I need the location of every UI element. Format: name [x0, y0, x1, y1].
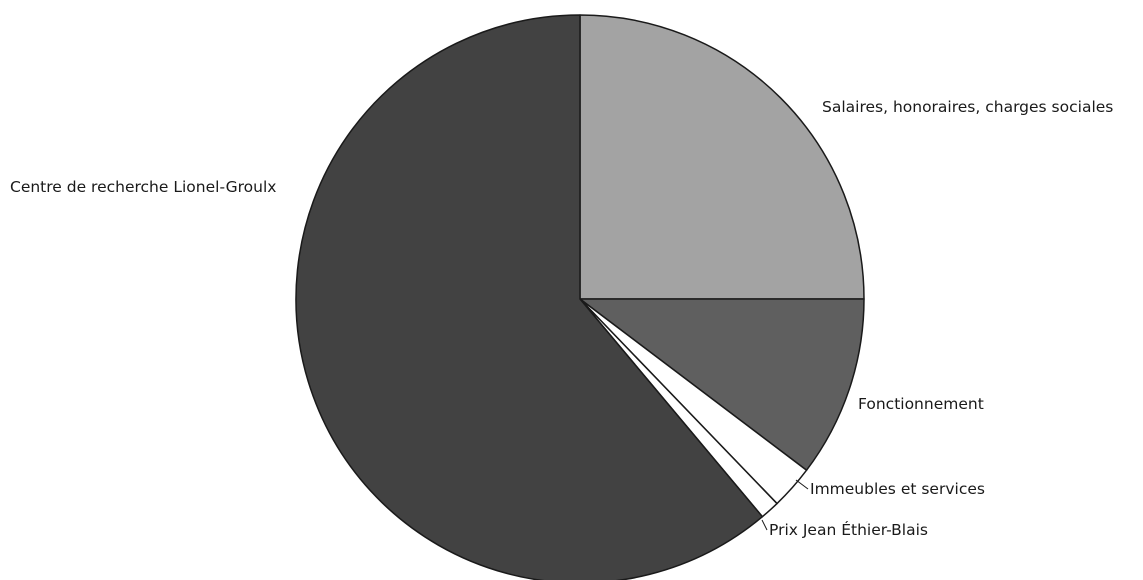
pie-leader-lines	[761, 479, 809, 531]
pie-slice-salaires-honoraires-charges-sociales	[579, 14, 865, 300]
leader-line-immeubles-et-services	[795, 479, 809, 490]
pie-slices	[295, 14, 865, 580]
pie-labels: Salaires, honoraires, charges sociales Fo…	[10, 98, 1113, 539]
pie-label-immeubles-et-services: Immeubles et services	[810, 480, 985, 498]
pie-label-prix-jean-ethier-blais: Prix Jean Éthier-Blais	[769, 520, 928, 539]
pie-slice-centre-de-recherche-lionel-groulx	[295, 14, 764, 580]
pie-label-fonctionnement: Fonctionnement	[858, 395, 984, 413]
leader-line-prix-jean-ethier-blais	[761, 519, 768, 531]
pie-label-salaires-honoraires-charges-sociales: Salaires, honoraires, charges sociales	[822, 98, 1113, 116]
pie-label-centre-de-recherche-lionel-groulx: Centre de recherche Lionel-Groulx	[10, 178, 276, 196]
pie-slice-fonctionnement	[579, 298, 865, 471]
